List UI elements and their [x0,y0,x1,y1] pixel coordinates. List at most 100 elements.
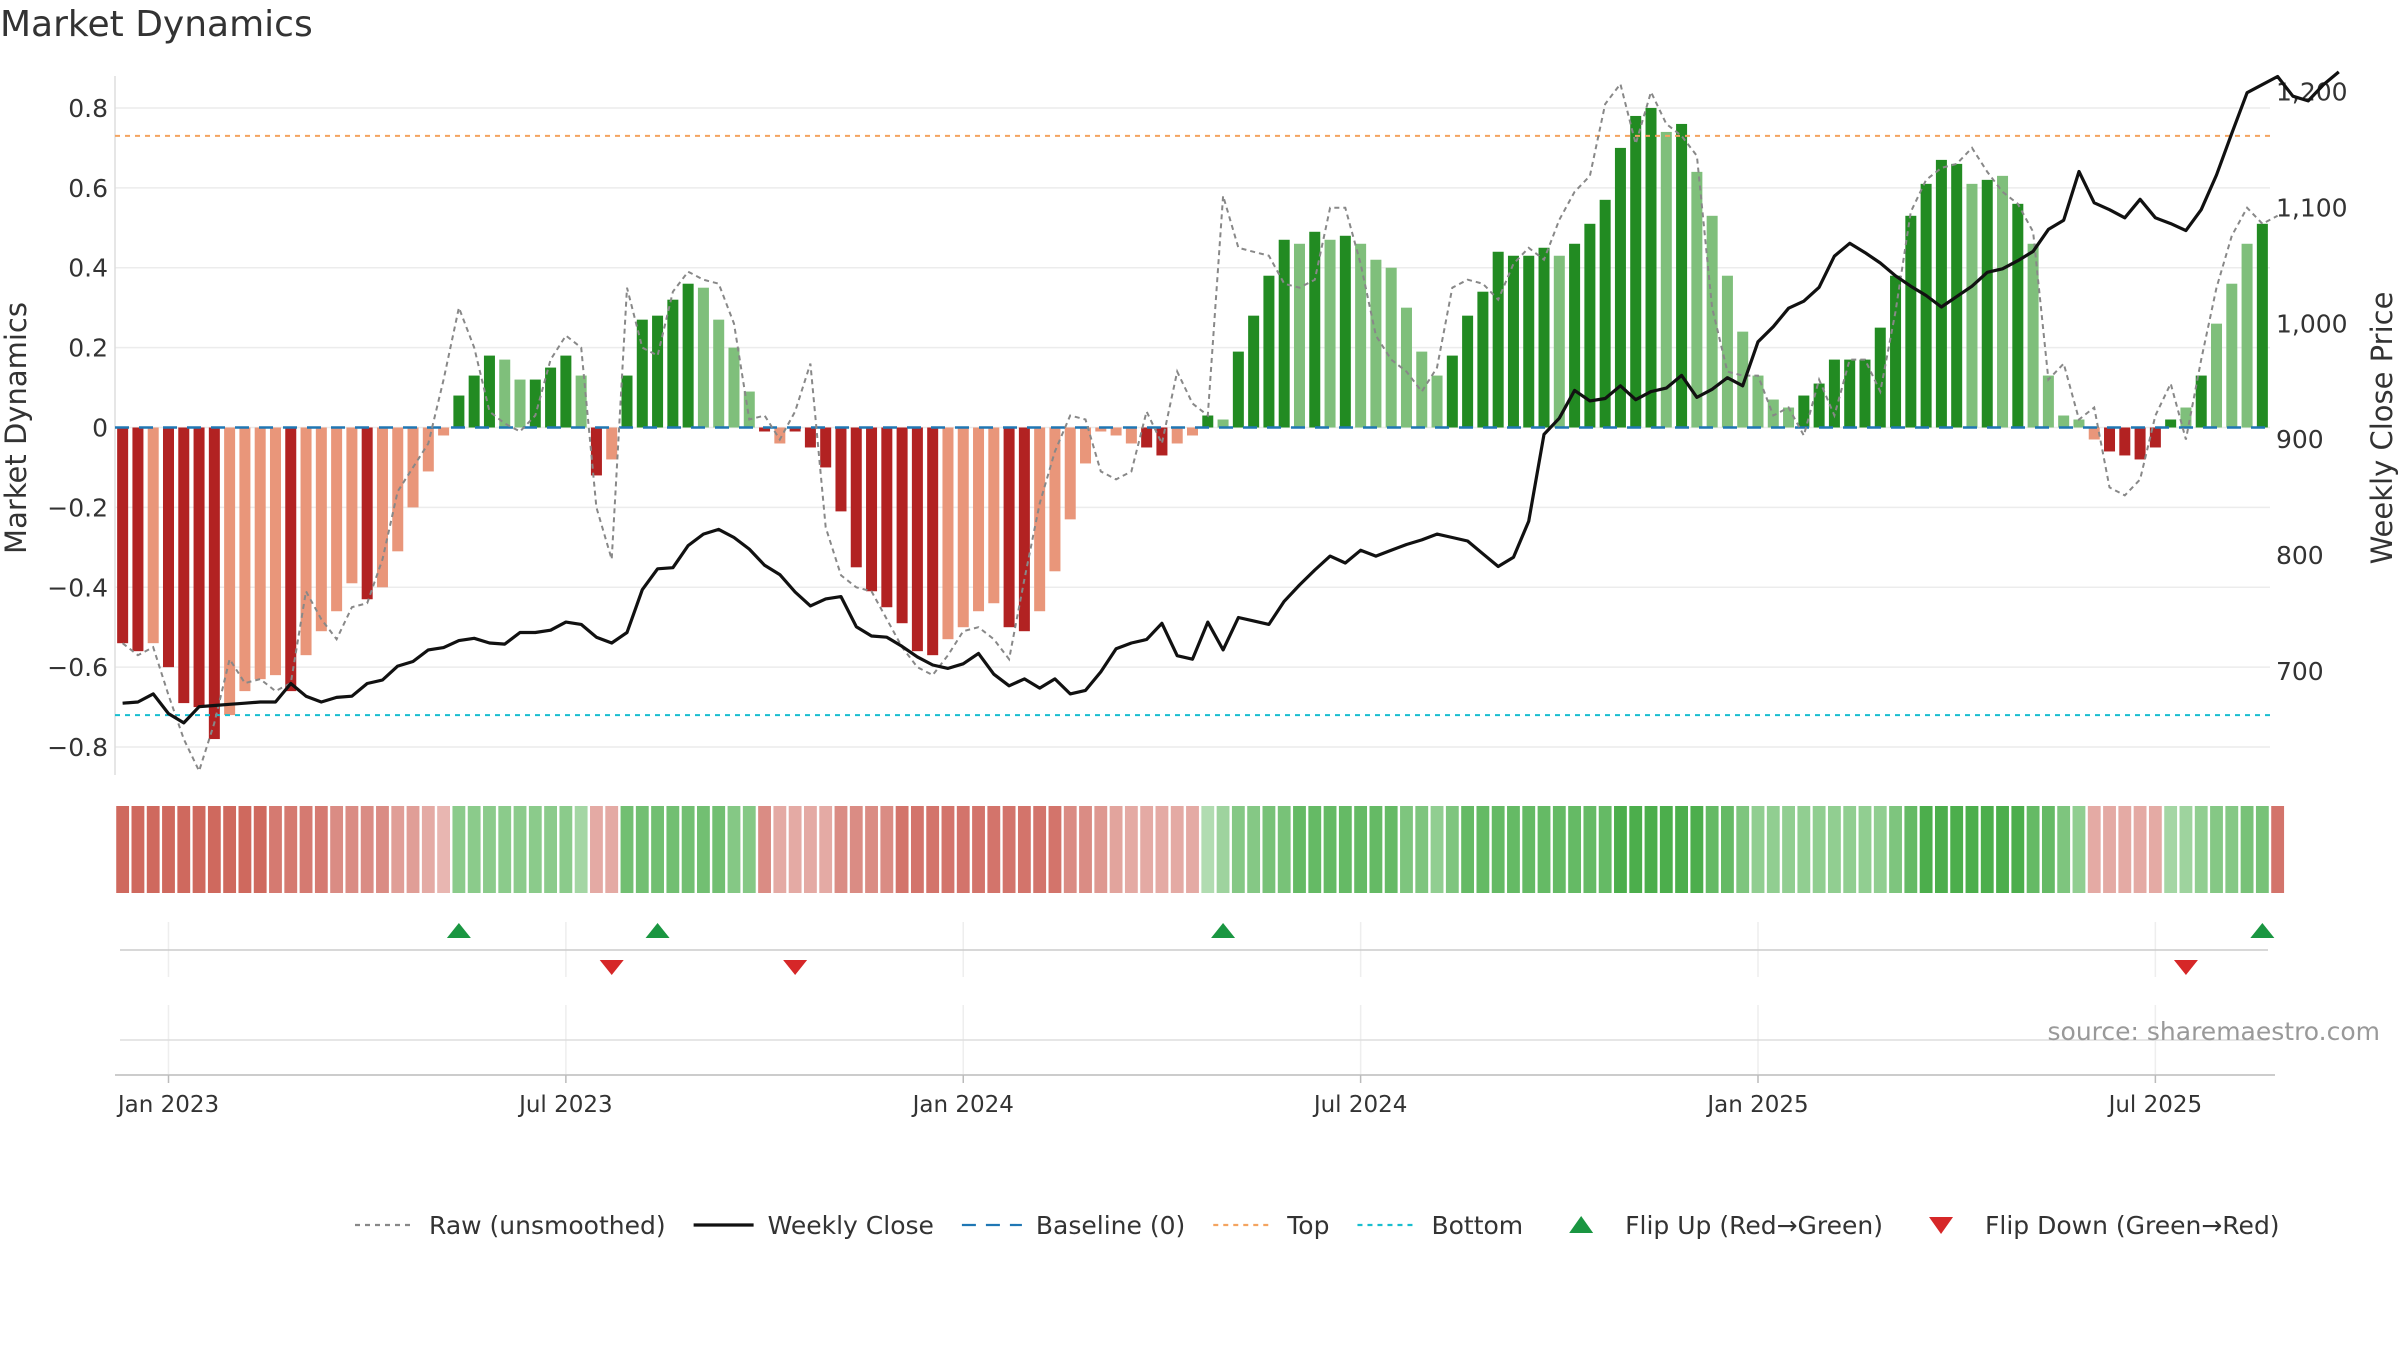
regime-strip-cell [1186,806,1199,893]
regime-strip-cell [253,806,267,893]
flip-down-marker [783,960,808,975]
dynamics-bar [1798,395,1810,428]
regime-strip-cell [1445,806,1459,893]
regime-strip-cell [1476,806,1490,893]
regime-strip-cell [1033,806,1047,893]
dynamics-bar [1186,427,1199,436]
dynamics-bar [1080,427,1092,464]
regime-strip-cell [467,806,481,893]
regime-strip-cell [1400,806,1413,893]
dynamics-bar [2226,283,2238,428]
dynamics-bar [1477,291,1489,428]
x-tick-label: Jul 2025 [2107,1092,2203,1118]
regime-strip-cell [1583,806,1597,893]
regime-strip-cell [1384,806,1398,893]
dynamics-bar [545,367,557,428]
dynamics-bar [1125,427,1137,444]
dynamics-bar [254,427,266,680]
regime-strip-cell [1812,806,1826,893]
dynamics-bar [866,427,878,592]
dynamics-bar [1018,427,1030,632]
x-tick-label: Jul 2023 [517,1092,613,1118]
dynamics-bar [2149,427,2161,448]
regime-strip-cell [1690,806,1704,893]
regime-strip-cell [1614,806,1627,893]
dynamics-bar [2134,427,2146,460]
regime-strip-cell [2164,806,2178,893]
dynamics-bar [2104,427,2116,452]
dynamics-bar [1890,275,1902,428]
regime-strip-cell [1675,806,1688,893]
dynamics-bar [346,427,358,584]
dynamics-bar [392,427,404,552]
dynamics-bar [514,379,526,428]
regime-strip-cell [513,806,527,893]
dynamics-bar [621,375,633,428]
regime-strip-cell [1858,806,1872,893]
regime-strip-cell [1873,806,1887,893]
dynamics-bar [1569,243,1581,428]
dynamics-bar [1599,199,1611,428]
regime-strip-cell [1323,806,1337,893]
regime-strip-cell [697,806,710,893]
dynamics-bar [1324,239,1336,428]
regime-strip-cell [819,806,833,893]
regime-strip-cell [2103,806,2116,893]
left-tick-label: 0.8 [68,94,108,123]
regime-strip-cell [1094,806,1108,893]
flip-up-marker [1211,923,1236,938]
dynamics-bar [147,427,159,644]
regime-strip-cell [345,806,359,893]
regime-strip-cell [727,806,741,893]
dynamics-bar [1416,351,1428,428]
x-tick-label: Jan 2025 [1705,1092,1808,1118]
dynamics-bar [728,347,740,428]
dynamics-bar [1492,251,1504,428]
dynamics-bar [1339,235,1351,428]
dynamics-bar [2012,203,2024,428]
regime-strip-cell [590,806,603,893]
dynamics-bar [1691,171,1703,428]
dynamics-bar [636,319,648,428]
dynamics-bar [652,315,664,428]
dynamics-bar [1232,351,1244,428]
dynamics-bar [269,427,281,676]
regime-strip-cell [2057,806,2071,893]
regime-strip-cell [651,806,664,893]
regime-strip-cell [956,806,970,893]
dynamics-bar [453,395,465,428]
regime-strip-cell [1017,806,1031,893]
flip-up-marker [446,923,471,938]
dynamics-bar [1981,179,1993,428]
regime-strip-cell [116,806,130,893]
dynamics-bar [560,355,572,428]
regime-strip-cell [1369,806,1383,893]
dynamics-bar [1538,247,1550,428]
regime-strip-cell [803,806,817,893]
regime-strip-cell [605,806,619,893]
regime-strip-cell [742,806,756,893]
regime-strip-cell [2179,806,2193,893]
regime-strip-cell [712,806,726,893]
dynamics-bar [804,427,816,448]
left-tick-label: −0.4 [47,573,108,602]
dynamics-bar [835,427,847,512]
dynamics-bar [224,427,236,716]
regime-strip-cell [1766,806,1780,893]
dynamics-bar [1064,427,1076,520]
right-tick-label: 800 [2276,541,2324,570]
dynamics-bar [973,427,985,612]
dynamics-bar [1248,315,1260,428]
left-tick-label: 0.4 [68,254,108,283]
regime-strip-cell [1919,806,1933,893]
left-tick-label: 0 [92,414,108,443]
dynamics-bar [2042,375,2054,428]
dynamics-bar [850,427,862,568]
regime-strip-cell [1751,806,1765,893]
dynamics-bar [713,319,725,428]
raw-line [121,81,2279,774]
dynamics-bar [957,427,969,628]
dynamics-bar [2195,375,2207,428]
regime-strip-cell [1354,806,1368,893]
